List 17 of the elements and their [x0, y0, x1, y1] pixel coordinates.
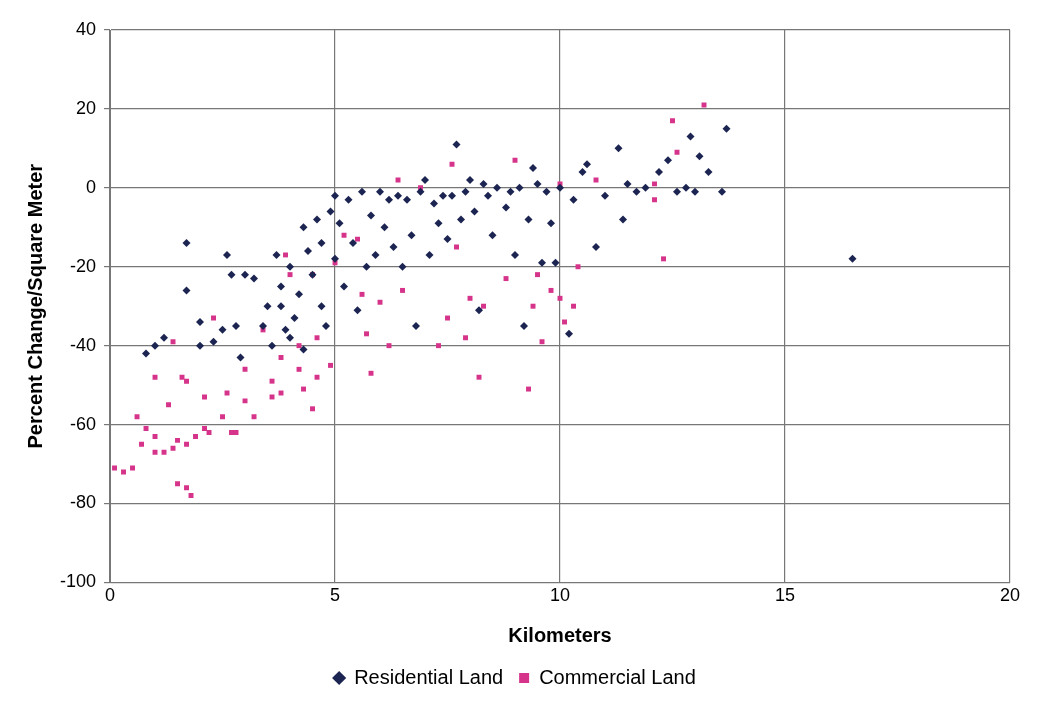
x-tick-label: 20: [999, 585, 1021, 606]
legend-label: Commercial Land: [539, 665, 696, 688]
y-tick-label: -40: [70, 334, 97, 355]
y-tick-label: -80: [70, 492, 97, 513]
x-tick-label: 15: [774, 585, 796, 606]
y-tick-label: -60: [70, 413, 97, 434]
y-tick-label: 40: [76, 18, 97, 39]
legend-label: Residential Land: [354, 665, 504, 688]
x-tick-label: 0: [105, 585, 116, 606]
x-tick-label: 5: [330, 585, 341, 606]
y-tick-label: 0: [86, 176, 97, 197]
y-tick-label: -20: [70, 255, 97, 276]
x-axis-title: Kilometers: [508, 623, 612, 646]
x-tick-label: 10: [550, 585, 571, 606]
y-tick-label: -100: [60, 571, 97, 592]
y-tick-label: 20: [76, 97, 97, 118]
y-axis-title: Percent Change/Square Meter: [23, 163, 46, 449]
